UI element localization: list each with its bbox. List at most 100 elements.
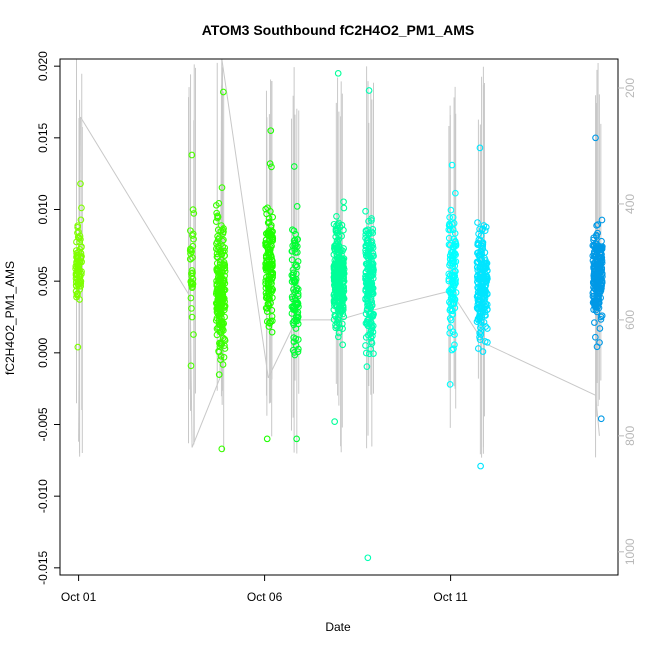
data-point [218, 323, 226, 331]
data-point [290, 277, 297, 284]
data-point [474, 219, 481, 226]
data-point [188, 305, 195, 312]
data-point [189, 269, 196, 277]
right-axis-tick-label: 600 [623, 310, 637, 330]
data-point [446, 329, 454, 337]
data-point [363, 237, 371, 244]
data-point [590, 295, 598, 303]
y-tick-label: -0.005 [36, 407, 50, 441]
data-point [336, 247, 344, 255]
chart-title: ATOM3 Southbound fC2H4O2_PM1_AMS [202, 22, 475, 38]
data-point [268, 257, 276, 265]
altitude-trace-segment [267, 319, 297, 379]
data-point [339, 325, 346, 332]
altitude-trace-segment [483, 342, 596, 396]
data-point [73, 258, 80, 266]
data-point [76, 238, 84, 246]
x-axis-label: Date [325, 620, 351, 634]
data-point [362, 349, 370, 357]
right-axis-tick-label: 400 [623, 194, 637, 214]
y-tick-label: 0.020 [36, 51, 50, 81]
data-point [293, 300, 301, 308]
data-point [369, 229, 377, 237]
altitude-trace-segment [368, 290, 451, 312]
data-point [593, 343, 601, 351]
data-point [475, 252, 482, 259]
data-point [368, 339, 376, 347]
data-point [483, 264, 490, 272]
data-point [266, 319, 273, 326]
data-point [591, 302, 599, 310]
data-point [288, 303, 296, 311]
data-point [188, 248, 195, 255]
data-point [216, 248, 223, 256]
data-point [592, 134, 599, 142]
data-point [214, 285, 222, 293]
data-point [268, 163, 275, 171]
data-point [590, 292, 598, 300]
data-point [334, 69, 342, 77]
data-point [476, 329, 484, 337]
data-point [369, 250, 377, 257]
data-point [218, 184, 226, 191]
data-point [267, 127, 275, 135]
data-point [189, 232, 196, 239]
data-point [335, 219, 343, 227]
data-point [190, 331, 197, 338]
x-tick-label: Oct 06 [247, 590, 283, 604]
data-point [262, 266, 270, 274]
data-point [214, 303, 222, 311]
data-point [214, 212, 221, 220]
data-point [448, 346, 456, 354]
data-point [474, 292, 482, 299]
data-point [331, 278, 339, 285]
data-point [479, 242, 487, 250]
data-point [335, 329, 343, 337]
x-tick-label: Oct 01 [61, 590, 97, 604]
data-point [218, 285, 226, 293]
data-point [590, 248, 598, 256]
data-point [477, 462, 484, 470]
data-point [268, 235, 276, 243]
data-point [451, 242, 459, 249]
data-point [330, 316, 338, 323]
data-point [73, 271, 81, 279]
data-point [483, 273, 491, 280]
data-point [365, 87, 373, 94]
data-point [72, 247, 80, 254]
data-point [186, 255, 194, 263]
data-point [330, 265, 338, 273]
data-point [219, 261, 226, 268]
data-point [215, 347, 222, 355]
data-point [331, 247, 339, 255]
data-point [269, 213, 277, 221]
data-point [452, 276, 459, 283]
data-point [213, 331, 221, 339]
data-point [293, 317, 301, 325]
data-point [74, 343, 82, 351]
data-point [292, 262, 299, 269]
data-point [187, 362, 195, 370]
data-point [293, 249, 301, 256]
data-point [293, 263, 301, 271]
data-point [479, 348, 487, 355]
data-point [362, 275, 369, 283]
data-point [447, 206, 455, 214]
data-point [448, 307, 456, 314]
altitude-trace-segment [191, 377, 221, 448]
data-point [219, 277, 227, 285]
data-point [221, 345, 229, 352]
data-point [291, 242, 298, 250]
data-point [338, 266, 345, 273]
data-point [331, 418, 339, 425]
data-point [369, 225, 377, 233]
data-point [188, 151, 196, 159]
data-point [452, 251, 459, 259]
data-point [266, 295, 273, 303]
data-point [364, 295, 371, 302]
data-point [218, 445, 226, 453]
data-point [598, 216, 606, 224]
data-point [450, 282, 458, 289]
data-point [293, 435, 300, 443]
data-point [445, 270, 453, 278]
